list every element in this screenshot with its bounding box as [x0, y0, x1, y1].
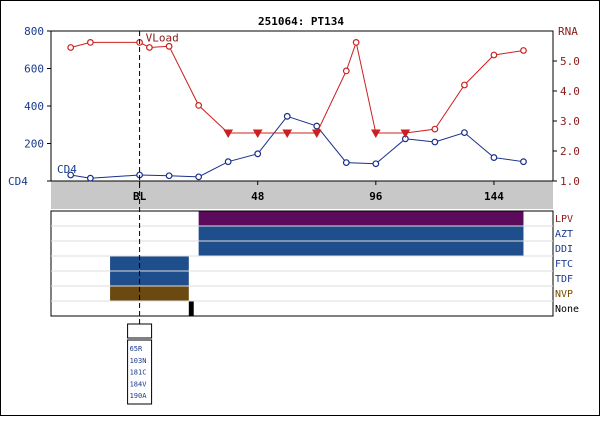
x-tick-label: 144	[484, 190, 504, 203]
data-point	[461, 81, 468, 89]
data-point	[223, 129, 234, 139]
data-point	[146, 44, 153, 51]
data-point	[490, 154, 498, 161]
right-tick-label: 2.0	[560, 145, 580, 158]
data-point	[431, 125, 439, 133]
data-point	[283, 112, 291, 120]
data-point	[520, 47, 527, 54]
right-tick-label: 1.0	[560, 175, 580, 188]
x-tick-label: 96	[369, 190, 383, 203]
regimen-label-ddi: DDI	[555, 244, 573, 255]
mutation-item: 103N	[130, 357, 147, 365]
data-point	[67, 44, 75, 51]
mutation-marker	[127, 323, 153, 339]
data-point	[195, 101, 203, 109]
data-point	[342, 67, 350, 75]
data-point	[86, 174, 94, 182]
right-tick-label: 3.0	[560, 115, 580, 128]
data-point	[252, 129, 263, 139]
left-tick-label: 800	[24, 25, 44, 38]
data-point	[520, 158, 527, 166]
data-point	[86, 39, 94, 46]
mutation-box: 65R 103N 181C 184V 190A	[127, 323, 153, 405]
mutation-item: 184V	[130, 380, 148, 388]
regimen-bar-azt	[198, 226, 524, 241]
data-point	[165, 172, 173, 180]
regimen-bar-none	[188, 301, 194, 316]
plot-area	[50, 30, 554, 182]
data-point	[282, 129, 293, 139]
regimen-bar-ddi	[198, 241, 524, 256]
regimen-label-ftc: FTC	[555, 259, 573, 270]
data-point	[431, 138, 439, 146]
right-tick-label: 4.0	[560, 85, 580, 98]
left-tick-label: 400	[24, 100, 44, 113]
x-tick-label: 48	[251, 190, 264, 203]
regimen-label-nvp: NVP	[555, 289, 573, 300]
data-point	[490, 51, 498, 59]
regimen-layer: LPV AZT DDI FTC TDF NVP None	[51, 211, 579, 316]
x-tick-label: BL	[133, 190, 147, 203]
regimen-label-none: None	[555, 304, 579, 315]
mutation-item: 181C	[130, 369, 147, 377]
series-layer: CD4 VLoad	[57, 31, 527, 182]
right-axis-label: RNA	[558, 25, 578, 38]
regimen-label-azt: AZT	[555, 229, 573, 240]
data-point	[372, 160, 380, 168]
data-point	[400, 129, 411, 139]
x-axis-band	[51, 181, 553, 209]
data-point	[342, 159, 350, 167]
data-point	[352, 39, 360, 46]
regimen-bar-nvp	[110, 286, 189, 301]
left-axis: 200 400 600 800 CD4	[8, 25, 51, 188]
right-tick-label: 5.0	[560, 55, 580, 68]
data-point	[370, 129, 381, 139]
regimen-label-lpv: LPV	[555, 214, 573, 225]
regimen-bar-ftc	[110, 256, 189, 271]
left-tick-label: 200	[24, 138, 44, 151]
left-axis-label: CD4	[8, 175, 28, 188]
data-point	[311, 129, 322, 139]
left-tick-label: 600	[24, 63, 44, 76]
data-point	[195, 173, 203, 181]
mutation-item: 190A	[130, 392, 148, 400]
data-point	[224, 158, 232, 166]
regimen-bar-lpv	[198, 211, 524, 226]
data-point	[165, 42, 173, 50]
x-axis: BL 48 96 144	[133, 181, 504, 203]
data-point	[67, 171, 75, 179]
regimen-bar-tdf	[110, 271, 189, 286]
series-line-cd4	[70, 115, 524, 179]
series-label: VLoad	[146, 31, 179, 44]
mutation-item: 65R	[130, 345, 143, 353]
mutation-list	[127, 339, 153, 405]
data-point	[254, 150, 262, 158]
regimen-label-tdf: TDF	[555, 274, 573, 285]
series-label: CD4	[57, 163, 77, 176]
right-axis: 1.0 2.0 3.0 4.0 5.0 RNA	[553, 25, 580, 188]
chart-title: 251064: PT134	[258, 15, 344, 28]
data-point	[461, 129, 468, 137]
